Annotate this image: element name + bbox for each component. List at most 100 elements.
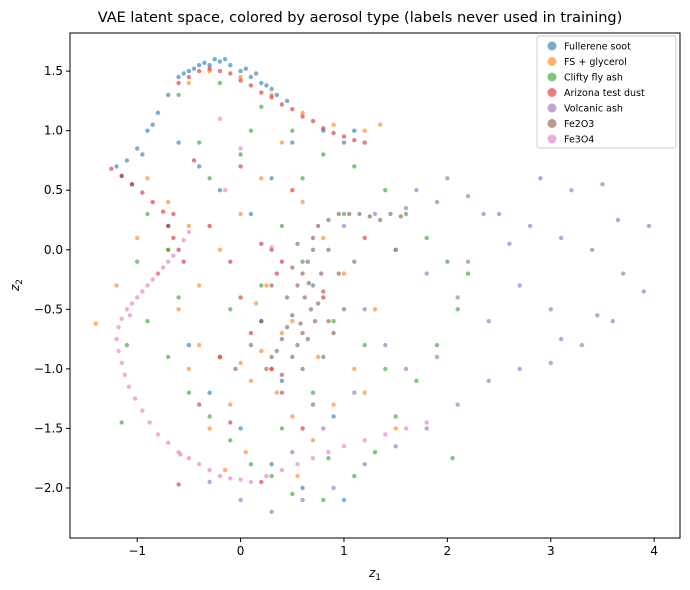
- data-point: [217, 473, 223, 479]
- data-point: [274, 390, 279, 395]
- y-tick-label: −2.0: [34, 481, 63, 495]
- data-point: [207, 390, 212, 395]
- data-point: [383, 432, 388, 437]
- data-point: [238, 152, 243, 157]
- data-point: [315, 301, 321, 306]
- data-point: [295, 283, 300, 288]
- y-tick-label: −1.5: [34, 421, 63, 435]
- data-point: [279, 378, 285, 383]
- data-point: [300, 114, 305, 119]
- data-point: [331, 319, 336, 324]
- data-point: [496, 211, 502, 217]
- data-point: [310, 402, 316, 407]
- data-point: [321, 354, 326, 360]
- legend-marker: [547, 88, 557, 97]
- data-point: [326, 450, 331, 455]
- data-point: [378, 217, 383, 223]
- y-axis-label-subscript: 2: [15, 279, 25, 285]
- data-point: [129, 182, 135, 187]
- data-point: [228, 402, 233, 407]
- data-point: [140, 190, 145, 195]
- data-point: [367, 214, 372, 219]
- x-tick-label: 2: [444, 544, 452, 558]
- data-point: [127, 313, 133, 318]
- data-point: [352, 164, 357, 169]
- data-point: [424, 271, 429, 276]
- data-point: [171, 211, 176, 217]
- data-point: [191, 66, 197, 71]
- data-point: [145, 211, 150, 217]
- data-point: [259, 319, 264, 324]
- data-point: [135, 235, 140, 241]
- data-point: [207, 176, 212, 181]
- data-point: [135, 146, 140, 151]
- data-point: [248, 74, 254, 80]
- data-point: [181, 71, 186, 76]
- data-point: [186, 366, 192, 372]
- data-point: [393, 426, 398, 431]
- legend-label: Arizona test dust: [564, 88, 645, 99]
- data-point: [259, 104, 264, 110]
- legend-label: Fe3O4: [564, 135, 594, 146]
- chart-title: VAE latent space, colored by aerosol typ…: [98, 10, 623, 26]
- data-point: [186, 74, 192, 80]
- data-point: [290, 107, 295, 112]
- data-point: [217, 59, 223, 64]
- data-point: [259, 80, 264, 86]
- data-point: [450, 456, 455, 461]
- data-point: [424, 420, 429, 425]
- data-point: [248, 330, 254, 336]
- data-point: [259, 90, 264, 95]
- data-point: [486, 319, 491, 324]
- data-point: [116, 348, 121, 354]
- data-point: [191, 158, 197, 163]
- data-point: [176, 80, 181, 86]
- data-point: [300, 485, 305, 491]
- data-point: [264, 283, 269, 288]
- data-point: [279, 336, 285, 342]
- data-point: [176, 482, 181, 487]
- plot-frame: [69, 32, 681, 539]
- legend-marker: [547, 103, 557, 113]
- data-point: [290, 188, 295, 193]
- data-point: [147, 420, 152, 425]
- data-point: [228, 62, 233, 68]
- data-point: [321, 295, 326, 300]
- data-point: [517, 366, 522, 372]
- legend-marker: [547, 134, 557, 144]
- y-tick-label: −1.0: [34, 362, 63, 376]
- data-point: [357, 211, 362, 217]
- y-tick-label: 1.5: [44, 64, 63, 78]
- data-point: [455, 402, 460, 407]
- series-0: [114, 57, 357, 503]
- data-point: [331, 414, 336, 419]
- data-point: [217, 80, 223, 86]
- data-point: [595, 313, 600, 318]
- data-point: [238, 477, 243, 482]
- data-point: [321, 426, 326, 431]
- points-layer: [93, 57, 652, 514]
- data-point: [238, 146, 243, 151]
- data-point: [424, 426, 429, 431]
- data-point: [465, 271, 471, 276]
- data-point: [243, 66, 248, 71]
- data-point: [305, 259, 310, 264]
- legend-marker: [547, 119, 557, 128]
- data-point: [414, 188, 419, 193]
- series-6: [114, 116, 429, 485]
- data-point: [362, 307, 367, 312]
- data-point: [238, 78, 243, 83]
- data-point: [414, 378, 419, 383]
- data-point: [140, 408, 145, 413]
- data-point: [331, 122, 336, 127]
- legend-label: Volcanic ash: [564, 104, 623, 115]
- data-point: [259, 176, 264, 181]
- data-point: [290, 128, 295, 133]
- data-point: [181, 259, 186, 264]
- data-point: [279, 330, 285, 336]
- data-point: [378, 122, 383, 127]
- data-point: [197, 140, 202, 145]
- data-point: [295, 473, 300, 479]
- data-point: [217, 354, 223, 360]
- y-tick-label: 1.0: [44, 124, 63, 138]
